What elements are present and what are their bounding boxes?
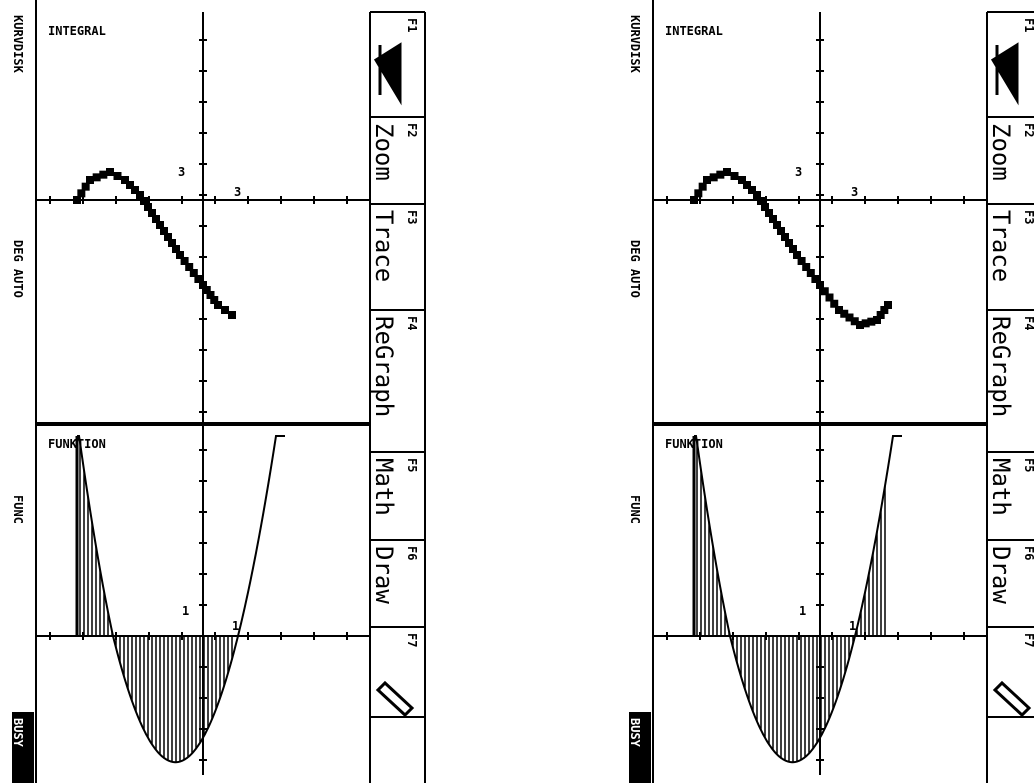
toolbar-key: F3 (405, 210, 419, 224)
toolbar-key: F6 (1022, 546, 1034, 560)
cursor-icon (376, 45, 400, 100)
toolbar-key: F5 (405, 458, 419, 472)
curve-dot (106, 168, 114, 176)
status-text: KURVDISK (628, 15, 642, 74)
function-curve (77, 436, 285, 762)
function-curve (694, 436, 902, 762)
toolbar-key: F6 (405, 546, 419, 560)
toolbar-key: F7 (405, 633, 419, 647)
status-text: BUSY (11, 718, 25, 748)
tick-label: 3 (851, 185, 858, 199)
tick-label: 1 (849, 619, 856, 633)
cursor-icon (993, 45, 1017, 100)
status-text: DEG AUTO (11, 240, 25, 298)
tick-label: 3 (795, 165, 802, 179)
toolbar-label: ReGraph (370, 316, 398, 417)
tick-label: 3 (234, 185, 241, 199)
pencil-icon (995, 683, 1029, 715)
curve-dot (221, 306, 229, 314)
toolbar-label: ReGraph (987, 316, 1015, 417)
toolbar-key: F1 (1022, 18, 1034, 32)
status-text: FUNC (11, 495, 25, 524)
toolbar-label: Trace (370, 210, 398, 282)
status-text: DEG AUTO (628, 240, 642, 298)
status-text: KURVDISK (11, 15, 25, 74)
toolbar-key: F4 (1022, 316, 1034, 330)
toolbar-key: F5 (1022, 458, 1034, 472)
toolbar-label: Trace (987, 210, 1015, 282)
toolbar-label: Zoom (987, 123, 1015, 181)
toolbar-label: Math (987, 458, 1015, 516)
tick-label: 1 (799, 604, 806, 618)
toolbar-key: F7 (1022, 633, 1034, 647)
graph-title: INTEGRAL (48, 24, 106, 38)
toolbar-key: F1 (405, 18, 419, 32)
toolbar-label: Zoom (370, 123, 398, 181)
status-text: FUNC (628, 495, 642, 524)
curve-dot (114, 172, 122, 180)
toolbar-key: F2 (1022, 123, 1034, 137)
toolbar-label: Math (370, 458, 398, 516)
graph-title: INTEGRAL (665, 24, 723, 38)
toolbar-label: Draw (370, 546, 398, 604)
toolbar-key: F2 (405, 123, 419, 137)
toolbar-key: F3 (1022, 210, 1034, 224)
tick-label: 1 (182, 604, 189, 618)
curve-dot (884, 301, 892, 309)
screenshot: KURVDISKDEG AUTOFUNCBUSYINTEGRALFUNKTION… (0, 0, 1034, 783)
tick-label: 3 (178, 165, 185, 179)
pencil-icon (378, 683, 412, 715)
curve-dot (228, 311, 236, 319)
curve-dot (731, 172, 739, 180)
curve-dot (214, 301, 222, 309)
status-text: BUSY (628, 718, 642, 748)
curve-dot (723, 168, 731, 176)
toolbar-label: Draw (987, 546, 1015, 604)
page: KURVDISKDEG AUTOFUNCBUSYINTEGRALFUNKTION… (0, 0, 1034, 783)
toolbar-key: F4 (405, 316, 419, 330)
tick-label: 1 (232, 619, 239, 633)
calculator-screen: KURVDISKDEG AUTOFUNCBUSYINTEGRALFUNKTION… (11, 0, 425, 783)
